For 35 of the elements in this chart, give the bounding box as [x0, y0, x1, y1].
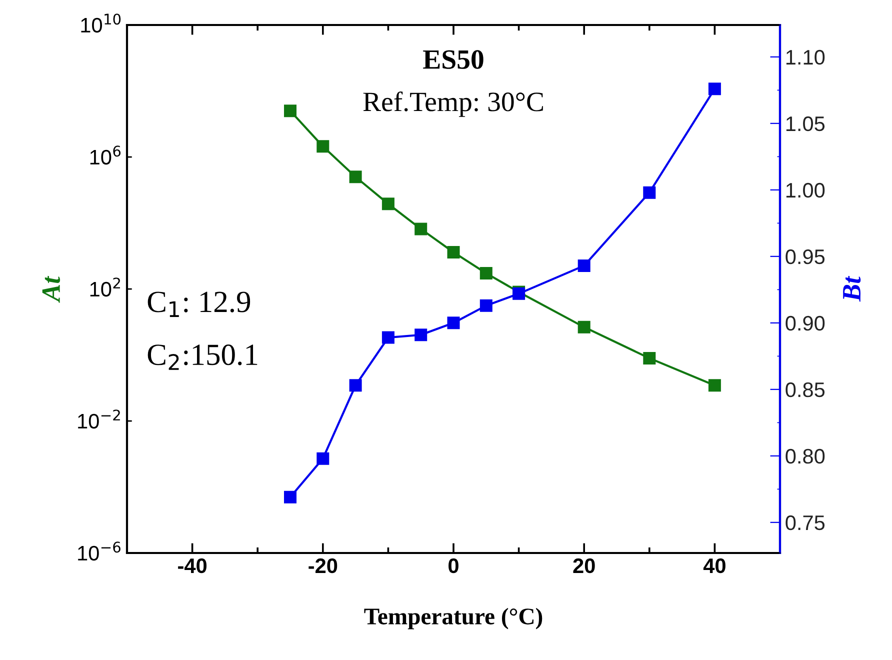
point	[578, 320, 590, 334]
y2-tick-label: 1.05	[786, 116, 825, 132]
annotation: ES50	[423, 50, 484, 69]
y2-tick-label: 1.10	[786, 50, 825, 65]
y2-tick-label: 0.80	[786, 448, 825, 464]
point	[284, 104, 296, 118]
point	[480, 267, 492, 280]
y2-tick-label: 0.90	[786, 316, 825, 331]
point	[708, 379, 721, 392]
point	[643, 352, 656, 364]
point	[447, 246, 460, 258]
point	[382, 198, 394, 210]
y-tick-label: 10$^{2}$	[90, 278, 120, 297]
point	[349, 170, 362, 184]
y2-tick-label: 0.75	[786, 515, 825, 530]
y-tick-label: 10$^{10}$	[81, 14, 121, 33]
x-tick-label: 20	[573, 558, 595, 574]
y-axis-title: At	[42, 276, 60, 303]
y2-tick-label: 0.95	[786, 249, 825, 264]
y2-axis-title: Bt	[843, 276, 861, 302]
y2-tick-label: 1.00	[786, 182, 825, 198]
y-tick-label: 10$^{−6}$	[78, 542, 120, 561]
annotation: C$_{1}$: 12.9	[148, 292, 250, 317]
x-tick-label: 0	[448, 558, 458, 574]
y2-tick-label: 0.85	[786, 382, 825, 398]
x-tick-label: -40	[178, 558, 207, 574]
y-tick-label: 10$^{6}$	[90, 146, 121, 165]
x-axis-title: Temperature (°C)	[364, 608, 542, 630]
x-tick-label: -20	[308, 558, 338, 574]
x-tick-label: 40	[703, 558, 726, 574]
point	[414, 222, 428, 236]
y-tick-label: 10$^{−2}$	[78, 410, 120, 429]
annotation: Ref.Temp: 30°C	[363, 91, 543, 117]
annotation: C$_{2}$:150.1	[148, 344, 258, 370]
point	[316, 140, 330, 153]
